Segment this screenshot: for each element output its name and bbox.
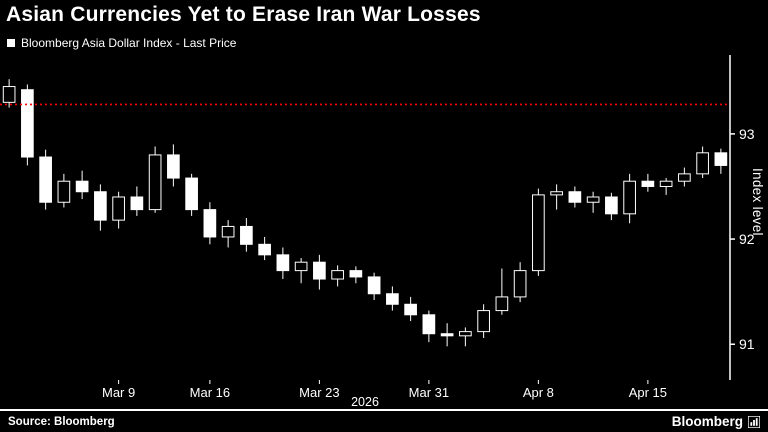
candle-body[interactable]	[714, 152, 728, 166]
candle-body[interactable]	[221, 225, 235, 238]
candle-body[interactable]	[422, 314, 436, 335]
candle-body[interactable]	[586, 196, 600, 203]
y-tick-label: 91	[739, 336, 755, 352]
candle-body[interactable]	[404, 303, 417, 316]
legend-marker-icon	[7, 39, 15, 47]
y-tick-label: 92	[739, 231, 755, 247]
candle-body[interactable]	[276, 254, 290, 272]
candle-body[interactable]	[550, 191, 563, 196]
candle-body[interactable]	[258, 243, 271, 256]
candle-body[interactable]	[568, 191, 582, 203]
candle-body[interactable]	[313, 261, 326, 280]
candle-body[interactable]	[294, 261, 308, 272]
candle-body[interactable]	[148, 154, 162, 211]
candle-body[interactable]	[112, 196, 125, 221]
candle-body[interactable]	[57, 180, 71, 203]
candle-body[interactable]	[331, 270, 344, 280]
source-attribution: Source: Bloomberg	[8, 415, 115, 428]
candle-body[interactable]	[94, 191, 107, 221]
candle-body[interactable]	[167, 154, 180, 179]
candle-body[interactable]	[623, 180, 636, 215]
page-title: Asian Currencies Yet to Erase Iran War L…	[6, 3, 481, 26]
candle-body[interactable]	[678, 173, 691, 182]
candle-body[interactable]	[203, 209, 217, 238]
candle-body[interactable]	[130, 196, 144, 211]
candle-body[interactable]	[349, 270, 363, 278]
candle-body[interactable]	[459, 331, 472, 337]
candle-body[interactable]	[185, 177, 198, 211]
candle-body[interactable]	[605, 196, 618, 215]
candle-body[interactable]	[440, 333, 454, 337]
bloomberg-chart-icon	[748, 415, 760, 428]
x-tick-label: Mar 31	[409, 385, 449, 400]
x-tick-label: Apr 8	[523, 385, 554, 400]
candle-body[interactable]	[386, 293, 399, 305]
candle-body[interactable]	[75, 180, 89, 193]
candle-body[interactable]	[696, 152, 709, 175]
candle-body[interactable]	[21, 89, 34, 158]
bloomberg-logo: Bloomberg	[672, 414, 760, 429]
candle-body[interactable]	[513, 270, 527, 298]
y-tick-label: 93	[739, 126, 755, 142]
candle-body[interactable]	[532, 194, 545, 272]
legend: Bloomberg Asia Dollar Index - Last Price	[7, 36, 236, 50]
candle-body[interactable]	[495, 296, 509, 312]
candle-body[interactable]	[39, 156, 52, 203]
candle-body[interactable]	[2, 86, 16, 103]
x-tick-label: Mar 16	[190, 385, 230, 400]
x-tick-label: Mar 9	[102, 385, 135, 400]
candle-body[interactable]	[367, 276, 381, 295]
legend-label: Bloomberg Asia Dollar Index - Last Price	[21, 36, 237, 50]
x-tick-label: Mar 23	[299, 385, 339, 400]
x-axis-year-label: 2026	[351, 395, 379, 409]
candle-body[interactable]	[240, 225, 253, 245]
candlestick-chart[interactable]: 91 92 93 Mar 9 Mar 16 Mar 23 Mar 31 Apr 8 Apr 15	[0, 55, 768, 400]
x-tick-label: Apr 15	[629, 385, 667, 400]
candle-body[interactable]	[477, 310, 490, 333]
candle-body[interactable]	[641, 180, 655, 187]
bloomberg-wordmark: Bloomberg	[671, 414, 743, 429]
footer-bar: Source: Bloomberg Bloomberg	[0, 409, 768, 432]
candle-body[interactable]	[659, 180, 673, 187]
y-axis-title: Index level	[750, 168, 765, 236]
